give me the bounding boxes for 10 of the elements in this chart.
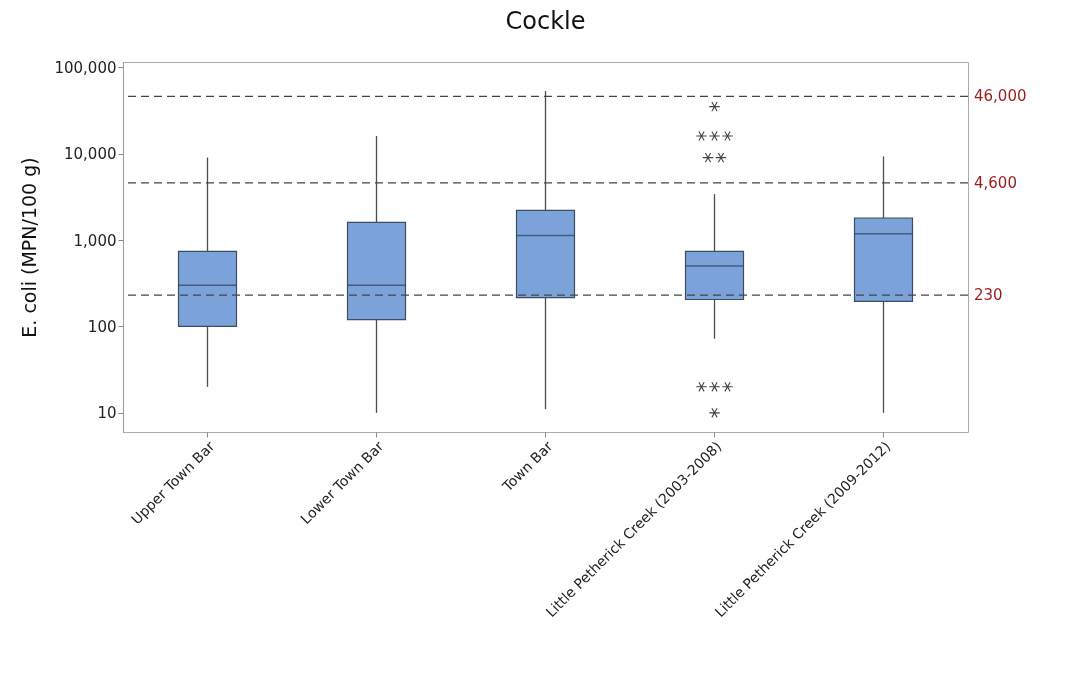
y-tick-label: 1,000	[73, 231, 117, 250]
y-tick-label: 10	[97, 404, 117, 423]
y-tick-label: 10,000	[64, 145, 117, 164]
ref-line-label: 46,000	[974, 87, 1027, 106]
y-tick-label: 100,000	[54, 58, 117, 77]
ref-line-label: 4,600	[974, 173, 1017, 192]
y-tick-label: 100	[87, 317, 117, 336]
ref-line-label: 230	[974, 286, 1003, 305]
chart-title: Cockle	[505, 7, 586, 36]
y-axis-title: E. coli (MPN/100 g)	[18, 157, 41, 338]
